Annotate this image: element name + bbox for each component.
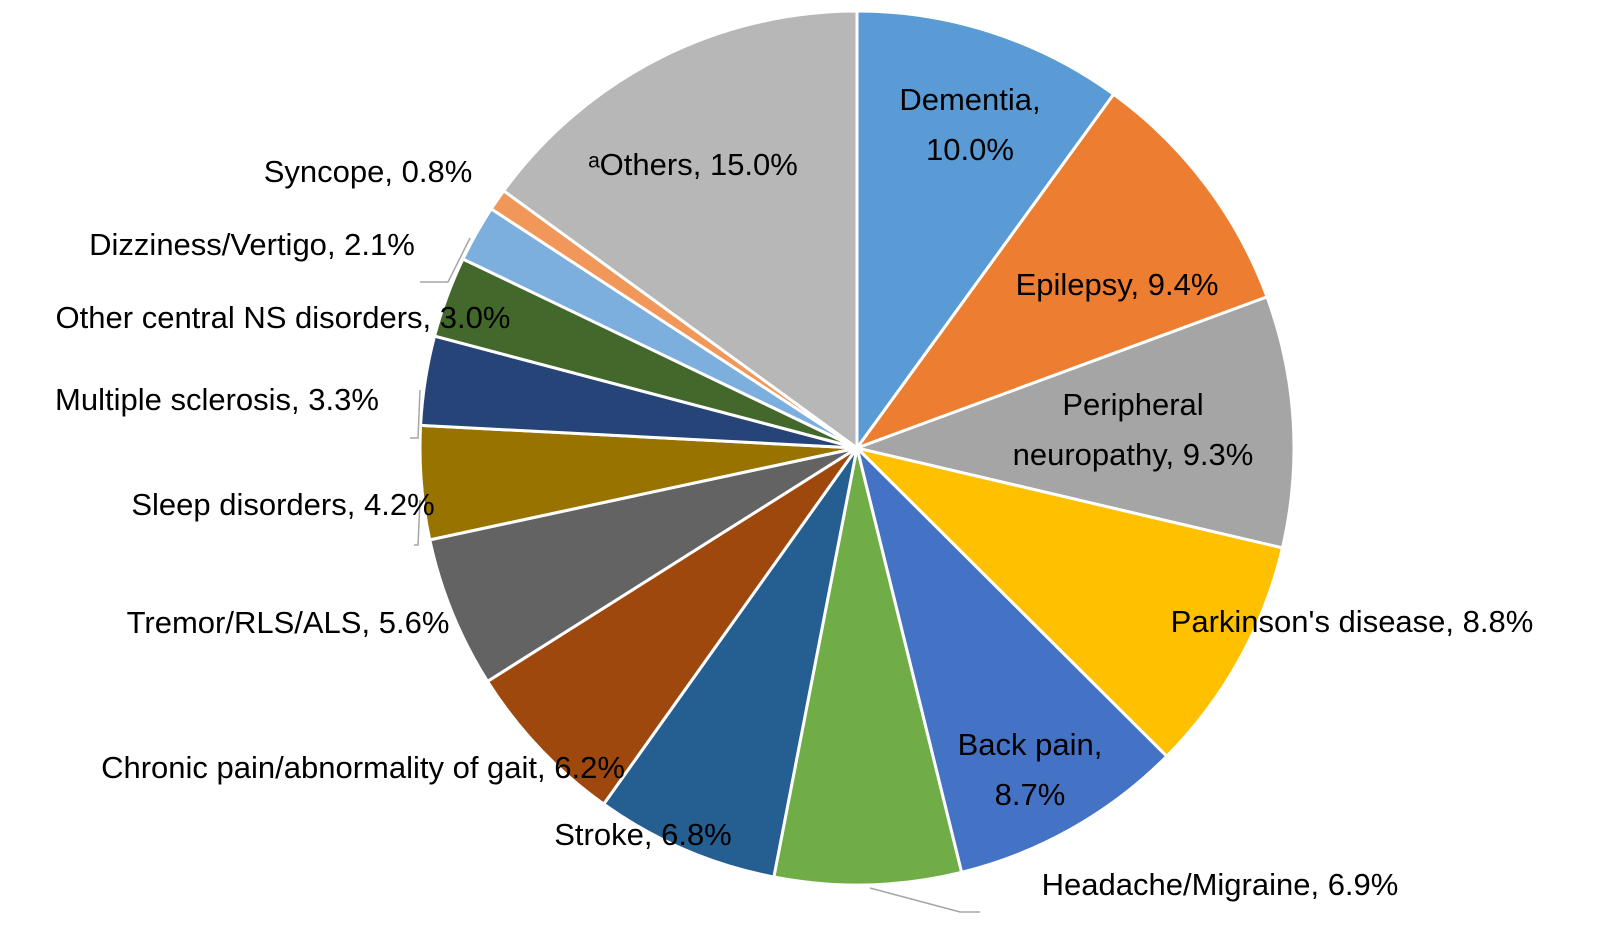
slice xyxy=(485,446,859,807)
value-label: 4.2% xyxy=(363,487,435,522)
value-label: 8.8% xyxy=(1462,604,1534,639)
category-label: Tremor/RLS/ALS xyxy=(126,605,362,640)
label-separator: , xyxy=(643,817,662,852)
value-label: 9.4% xyxy=(1147,267,1219,302)
value-label: 8.7% xyxy=(994,777,1066,812)
value-label: 3.0% xyxy=(439,300,511,335)
slice xyxy=(851,294,1296,550)
label-separator: , xyxy=(1445,604,1463,639)
label-separator: , xyxy=(291,382,309,417)
label-separator: , xyxy=(384,154,402,189)
data-label: Dizziness/Vertigo, 2.1% xyxy=(89,220,415,270)
slice xyxy=(501,9,859,451)
value-label: 6.8% xyxy=(661,817,732,852)
label-separator: , xyxy=(1165,437,1183,472)
value-label: 15.0% xyxy=(709,147,798,182)
leader-line xyxy=(410,389,421,439)
slice xyxy=(854,443,1169,875)
label-separator: , xyxy=(1093,727,1103,762)
category-label: Other central NS disorders xyxy=(55,300,423,335)
pie xyxy=(418,9,1296,887)
label-separator: , xyxy=(692,147,710,182)
data-label: ᵃOthers, 15.0% xyxy=(588,140,798,190)
slice xyxy=(772,447,964,887)
value-label: 2.1% xyxy=(344,227,415,262)
data-label: Stroke, 6.8% xyxy=(554,810,732,860)
category-label: Dizziness/Vertigo xyxy=(89,227,327,262)
category-label: Sleep disorders xyxy=(131,487,347,522)
category-label: ᵃOthers xyxy=(588,147,693,182)
label-separator: , xyxy=(537,750,555,785)
category-label: Stroke xyxy=(554,817,644,852)
data-label: Tremor/RLS/ALS, 5.6% xyxy=(127,598,450,648)
data-label: Headache/Migraine, 6.9% xyxy=(1042,860,1399,910)
slice xyxy=(852,445,1285,759)
leader-lines xyxy=(410,237,980,913)
data-label: Epilepsy, 9.4% xyxy=(1016,260,1219,310)
value-label: 10.0% xyxy=(926,132,1014,167)
value-label: 6.9% xyxy=(1327,867,1399,902)
data-label: Syncope, 0.8% xyxy=(264,147,473,197)
value-label: 3.3% xyxy=(308,382,379,417)
label-separator: , xyxy=(1130,267,1148,302)
category-label: Parkinson's disease xyxy=(1170,604,1446,639)
value-label: 6.2% xyxy=(554,750,625,785)
category-label: Headache/Migraine xyxy=(1041,867,1311,902)
category-label: Epilepsy xyxy=(1015,267,1131,302)
category-label: Back pain xyxy=(957,727,1094,762)
value-label: 9.3% xyxy=(1182,437,1254,472)
category-label: Multiple sclerosis xyxy=(55,382,292,417)
leader-line xyxy=(420,237,471,283)
category-label: Chronic pain/abnormality of gait xyxy=(101,750,538,785)
label-separator: , xyxy=(361,605,379,640)
label-separator: , xyxy=(1310,867,1328,902)
category-label: Peripheral neuropathy xyxy=(1012,387,1204,472)
category-label: Dementia xyxy=(899,82,1033,117)
data-label: Back pain, 8.7% xyxy=(958,720,1103,820)
label-separator: , xyxy=(1032,82,1041,117)
data-label: Multiple sclerosis, 3.3% xyxy=(55,375,379,425)
slice xyxy=(855,9,1116,453)
value-label: 5.6% xyxy=(378,605,450,640)
leader-line xyxy=(414,499,421,546)
data-label: Other central NS disorders, 3.0% xyxy=(56,293,511,343)
label-separator: , xyxy=(346,487,364,522)
leader-line xyxy=(869,887,980,913)
slice xyxy=(601,447,859,879)
data-label: Peripheral neuropathy, 9.3% xyxy=(1003,380,1263,480)
data-label: Sleep disorders, 4.2% xyxy=(131,480,434,530)
data-label: Parkinson's disease, 8.8% xyxy=(1171,597,1534,647)
slice xyxy=(852,92,1269,452)
value-label: 0.8% xyxy=(401,154,473,189)
label-separator: , xyxy=(422,300,440,335)
data-label: Dementia, 10.0% xyxy=(899,75,1040,175)
label-separator: , xyxy=(326,227,345,262)
data-label: Chronic pain/abnormality of gait, 6.2% xyxy=(101,743,625,793)
slice xyxy=(427,446,858,684)
category-label: Syncope xyxy=(263,154,385,189)
